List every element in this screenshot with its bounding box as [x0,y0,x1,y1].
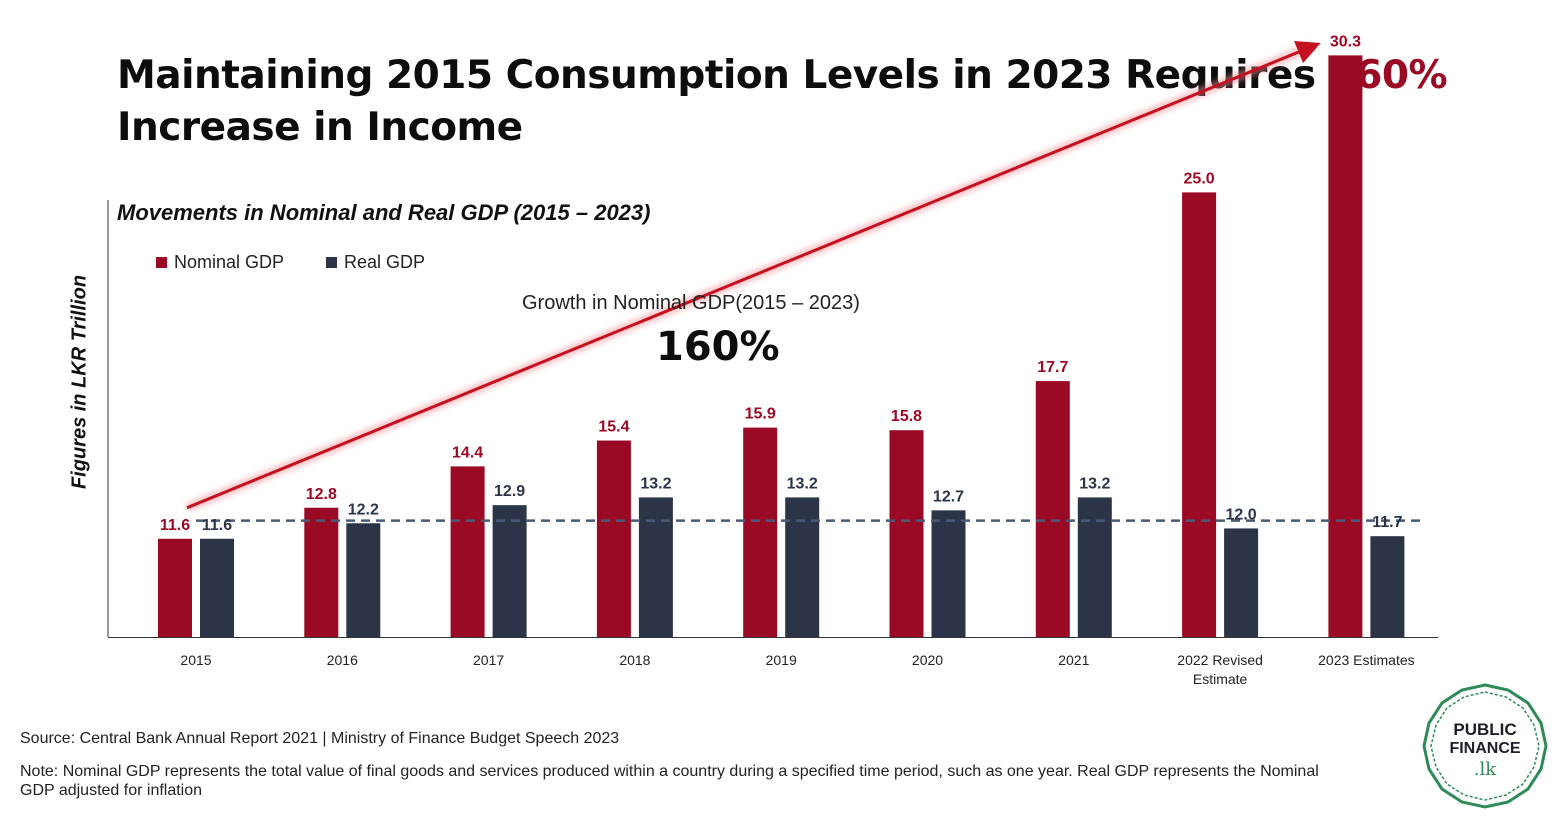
logo-line2: FINANCE [1449,740,1520,757]
logo-line3: .lk [1474,759,1497,780]
data-label-nominal-3: 15.4 [598,419,629,436]
chart-subtitle: Movements in Nominal and Real GDP (2015 … [117,200,651,225]
bar-real-1 [346,523,381,637]
x-axis-tick-labels: 2015 2016 2017 2018 2019 2020 2021 2022 Revised… [180,652,1414,687]
data-label-nominal-8: 30.3 [1330,33,1361,50]
bar-real-0 [200,538,234,637]
bar-nominal-8 [1328,55,1363,637]
bar-nominal-3 [596,440,631,637]
chart-bars [158,55,1405,637]
bar-real-7 [1224,528,1259,637]
data-label-real-4: 13.2 [787,475,818,492]
chart-data-labels: 11.6 11.6 12.8 12.2 14.4 12.9 15.4 13.2 15.9 13.2… [160,33,1403,533]
title-line1: Maintaining 2015 Consumption Levels in 2… [117,53,1316,98]
growth-annotation-value: 160% [656,324,780,370]
bar-nominal-6 [1035,381,1070,637]
data-label-real-2: 12.9 [494,483,525,500]
x-tick-label-2: 2017 [473,652,504,668]
bar-real-4 [785,497,820,637]
data-label-real-3: 13.2 [640,475,671,492]
bar-nominal-2 [450,466,485,637]
bar-nominal-4 [743,427,778,637]
data-label-nominal-6: 17.7 [1037,359,1068,376]
bar-real-6 [1077,497,1112,637]
data-label-real-1: 12.2 [348,501,379,518]
x-tick-label-6: 2021 [1058,652,1089,668]
legend-label-nominal: Nominal GDP [174,252,285,272]
page-title: Maintaining 2015 Consumption Levels in 2… [117,50,1517,154]
data-label-nominal-1: 12.8 [306,486,337,503]
data-label-nominal-5: 15.8 [891,408,922,425]
growth-annotation-label: Growth in Nominal GDP(2015 – 2023) [522,292,860,314]
logo-line1: PUBLIC [1453,720,1516,739]
bar-real-5 [931,510,966,637]
bar-real-2 [492,505,527,637]
data-label-nominal-7: 25.0 [1184,170,1215,187]
x-tick-label-5: 2020 [912,652,943,668]
bar-nominal-7 [1182,192,1217,637]
public-finance-logo: PUBLIC FINANCE .lk [1422,683,1548,809]
bar-real-8 [1370,536,1405,637]
bar-nominal-0 [158,538,192,637]
growth-arrow [186,40,1321,510]
data-label-nominal-4: 15.9 [745,406,776,423]
data-label-nominal-0: 11.6 [160,517,190,534]
data-label-real-7: 12.0 [1226,506,1257,523]
bar-nominal-5 [889,430,924,637]
bar-real-3 [638,497,673,637]
source-text: Source: Central Bank Annual Report 2021 … [20,730,620,747]
legend-swatch-real [326,257,337,268]
legend-item-nominal: Nominal GDP [156,252,284,273]
x-tick-label-1: 2016 [327,652,358,668]
data-label-nominal-2: 14.4 [452,444,483,461]
bar-nominal-1 [304,507,339,637]
x-tick-label-0: 2015 [180,652,211,668]
chart-axes [107,200,1438,638]
note-text: Note: Nominal GDP represents the total v… [20,763,1319,799]
x-tick-label-8: 2023 Estimates [1318,652,1415,668]
x-tick-label-7-line-0: 2022 Revised [1177,652,1263,668]
legend-label-real: Real GDP [344,252,426,272]
data-label-real-6: 13.2 [1079,475,1110,492]
x-tick-label-3: 2018 [619,652,650,668]
data-label-real-5: 12.7 [933,488,964,505]
growth-arrow-group [185,40,1321,512]
x-tick-label-4: 2019 [766,652,797,668]
title-line2: Increase in Income [117,105,523,150]
x-tick-label-7-line-1: Estimate [1193,671,1248,687]
data-label-real-8: 11.7 [1372,514,1402,531]
legend-item-real: Real GDP [326,252,425,273]
data-label-real-0: 11.6 [202,517,232,534]
legend-swatch-nominal [156,257,167,268]
